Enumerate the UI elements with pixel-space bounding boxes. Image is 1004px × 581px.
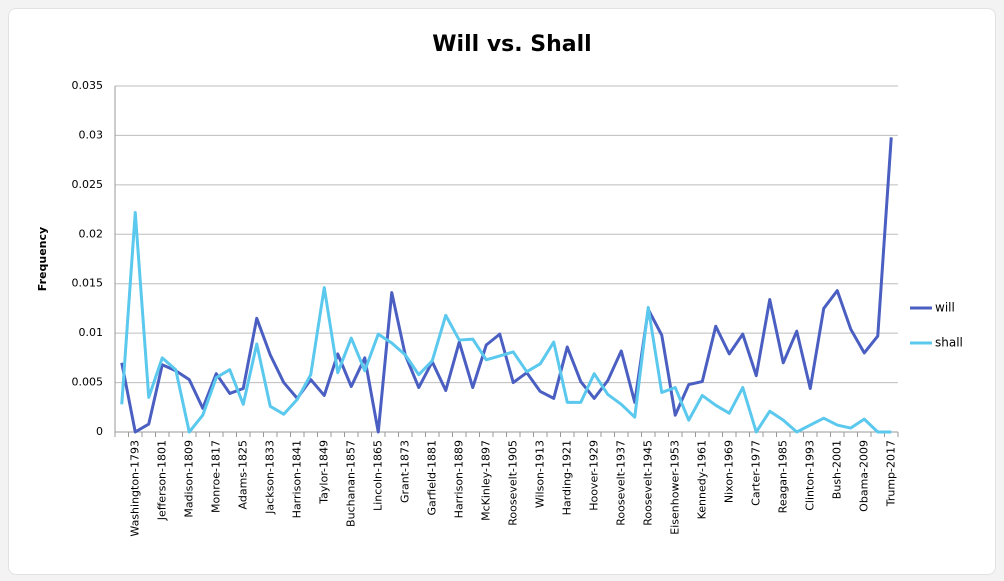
x-tick-label: Jefferson-1801 xyxy=(155,440,168,521)
x-tick-label: Lincoln-1865 xyxy=(371,440,384,511)
x-tick-label: Madison-1809 xyxy=(182,440,195,518)
y-tick-label: 0.02 xyxy=(79,227,104,240)
x-tick-label: Carter-1977 xyxy=(749,440,762,506)
y-tick-label: 0.03 xyxy=(79,128,104,141)
x-tick-label: Obama-2009 xyxy=(857,440,870,512)
x-tick-label: Reagan-1985 xyxy=(776,440,789,513)
x-tick-label: Monroe-1817 xyxy=(209,440,222,513)
x-tick-label: Harding-1921 xyxy=(560,440,573,515)
x-tick-label: Roosevelt-1937 xyxy=(614,440,627,526)
card xyxy=(8,8,996,575)
x-tick-label: Nixon-1969 xyxy=(722,440,735,503)
x-tick-label: Harrison-1841 xyxy=(290,440,303,518)
x-tick-label: Roosevelt-1945 xyxy=(641,440,654,526)
x-tick-label: Wilson-1913 xyxy=(533,440,546,508)
y-tick-label: 0.015 xyxy=(72,277,104,290)
x-tick-label: Hoover-1929 xyxy=(587,440,600,511)
x-tick-label: Garfield-1881 xyxy=(425,440,438,516)
legend-label: will xyxy=(935,301,955,315)
chart-title: Will vs. Shall xyxy=(432,32,591,57)
x-tick-label: Kennedy-1961 xyxy=(695,440,708,519)
legend-label: shall xyxy=(935,336,963,350)
x-tick-label: Roosevelt-1905 xyxy=(506,440,519,526)
x-tick-label: Buchanan-1857 xyxy=(344,440,357,527)
y-tick-label: 0 xyxy=(96,425,103,438)
series-line xyxy=(120,211,892,434)
y-axis-label: Frequency xyxy=(36,227,49,291)
y-tick-label: 0.035 xyxy=(72,79,104,92)
x-tick-label: Jackson-1833 xyxy=(263,440,276,515)
x-tick-label: Clinton-1993 xyxy=(803,440,816,511)
x-tick-label: McKinley-1897 xyxy=(479,440,492,521)
x-tick-label: Taylor-1849 xyxy=(317,440,330,505)
x-tick-label: Bush-2001 xyxy=(830,440,843,499)
x-tick-label: Eisenhower-1953 xyxy=(668,440,681,535)
x-tick-label: Harrison-1889 xyxy=(452,440,465,518)
x-tick-label: Washington-1793 xyxy=(128,440,141,537)
x-tick-label: Trump-2017 xyxy=(884,440,897,507)
y-tick-label: 0.025 xyxy=(72,178,104,191)
y-tick-label: 0.01 xyxy=(79,326,104,339)
x-tick-label: Grant-1873 xyxy=(398,440,411,503)
x-tick-label: Adams-1825 xyxy=(236,440,249,509)
series-line xyxy=(120,137,893,434)
y-tick-label: 0.005 xyxy=(72,376,104,389)
